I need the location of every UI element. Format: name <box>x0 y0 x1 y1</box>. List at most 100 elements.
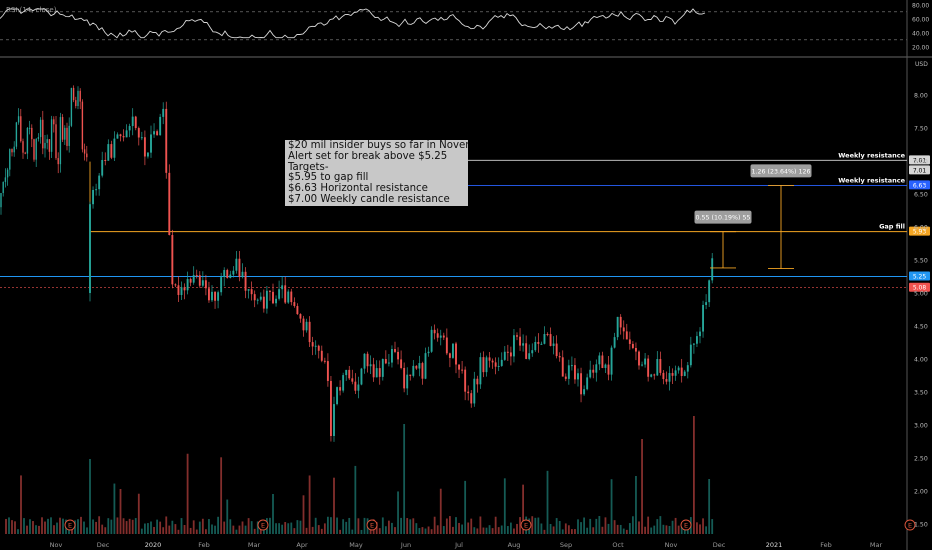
volume-bar <box>59 517 61 534</box>
candle-body <box>24 152 26 154</box>
volume-bar <box>708 479 711 534</box>
candle-body <box>64 127 66 140</box>
volume-bar <box>208 519 210 534</box>
candle-body <box>598 355 601 365</box>
candle-body <box>229 274 232 278</box>
candle-body <box>333 404 335 436</box>
volume-bar <box>610 479 613 534</box>
volume-bar <box>278 523 280 534</box>
measure-label: 1.26 (23.64%) 126 <box>752 168 811 175</box>
candle-body <box>680 367 683 376</box>
volume-bar <box>476 528 479 534</box>
candle-body <box>534 341 537 351</box>
volume-bar <box>110 519 113 534</box>
candle-body <box>20 116 22 142</box>
candle-body <box>265 290 268 309</box>
volume-bars <box>5 416 714 534</box>
volume-bar <box>281 524 284 534</box>
earnings-marker <box>520 519 532 531</box>
volume-bar <box>531 516 534 534</box>
price-tick-label: 3.00 <box>914 423 928 430</box>
volume-bar <box>677 525 680 534</box>
candle-body <box>177 285 180 295</box>
note-line: $7.00 Weekly candle resistance <box>288 193 450 205</box>
time-axis[interactable]: Nov Dec 2020 Feb Mar Apr May Jun Jul Aug Sep Oct Nov… <box>50 541 883 549</box>
note-line: Alert set for break above $5.25 <box>288 150 448 162</box>
candle-body <box>439 335 442 338</box>
candle-body <box>699 331 701 337</box>
candle-body <box>638 351 640 366</box>
candle-body <box>348 369 351 379</box>
volume-bar <box>144 523 146 534</box>
price-axis[interactable]: 8.00 7.50 7.00 6.50 6.00 5.50 5.00 4.50 4.00 3.50… <box>914 93 928 529</box>
volume-bar <box>519 517 521 534</box>
volume-bar <box>171 520 174 534</box>
candle-body <box>75 100 77 107</box>
candle-body <box>546 333 549 335</box>
candle-body <box>509 352 512 357</box>
volume-bar <box>339 529 341 534</box>
volume-bar <box>494 516 497 534</box>
volume-bar <box>586 527 589 534</box>
volume-bar <box>95 521 97 534</box>
candle-body <box>381 359 384 377</box>
volume-bar <box>226 499 229 534</box>
volume-bar <box>598 516 601 534</box>
candle-body <box>421 363 424 379</box>
volume-bar <box>116 517 119 534</box>
candle-body <box>464 369 467 392</box>
level-price-text: 7.01 <box>913 157 927 164</box>
volume-bar <box>287 523 290 534</box>
candle-body <box>11 149 13 153</box>
candle-body <box>516 335 518 337</box>
volume-bar <box>5 518 7 534</box>
candle-body <box>613 337 616 348</box>
measure-label-box <box>694 210 752 224</box>
volume-bar <box>8 517 10 534</box>
candle-body <box>668 373 671 382</box>
volume-bar <box>418 528 421 534</box>
candle-body <box>705 302 708 305</box>
volume-bar <box>302 495 305 534</box>
candle-body <box>180 287 183 295</box>
volume-bar <box>424 528 427 534</box>
candle-body <box>558 356 561 358</box>
candle-body <box>458 364 460 370</box>
candle-body <box>589 369 592 378</box>
volume-bar <box>375 522 378 534</box>
candle-body <box>336 387 338 405</box>
candle-body <box>528 353 531 359</box>
level-price-badge <box>909 165 930 175</box>
candle-body <box>494 362 497 367</box>
volume-bar <box>473 527 476 534</box>
candle-body <box>625 331 628 340</box>
measure-label: 0.55 (10.19%) 55 <box>696 215 751 222</box>
candle-body <box>153 131 155 135</box>
volume-bar <box>516 523 518 534</box>
candle-body <box>305 321 308 331</box>
candle-body <box>79 90 81 102</box>
candle-body <box>354 381 357 391</box>
horizontal-levels: Weekly resistance 7.01 7.01 Weekly resistan… <box>0 151 930 292</box>
volume-bar <box>702 518 704 534</box>
candle-body <box>42 119 44 149</box>
volume-bar <box>415 523 418 534</box>
volume-bar <box>119 489 122 534</box>
price-tick-label: 7.50 <box>914 126 928 133</box>
candle-body <box>98 175 101 190</box>
volume-bar <box>17 529 19 534</box>
volume-bar <box>537 517 540 534</box>
level-price-badge <box>909 282 930 292</box>
candle-body <box>522 343 525 346</box>
volume-bar <box>571 529 573 534</box>
earnings-marker <box>64 519 76 531</box>
candle-body <box>653 374 656 376</box>
annotation-note[interactable]: $20 mil insider buys so far in November.… <box>285 140 468 206</box>
time-tick-label: Dec <box>713 541 726 549</box>
candle-body <box>616 316 619 338</box>
volume-bar <box>497 527 500 534</box>
level-price-badge <box>909 271 930 281</box>
candle-body <box>293 302 296 307</box>
volume-bar <box>635 476 637 534</box>
